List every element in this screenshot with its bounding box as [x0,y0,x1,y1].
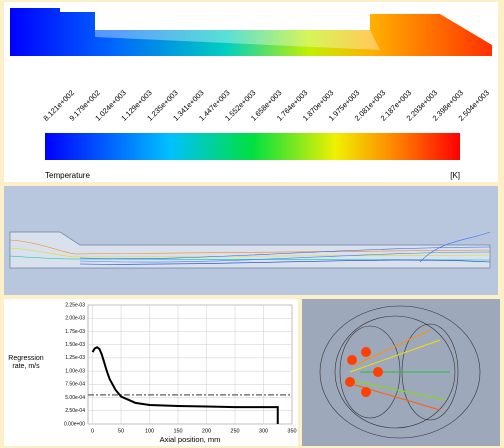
y-tick-label: 5.00e-04 [65,395,85,401]
x-tick-label: 150 [173,428,182,434]
x-tick-label: 50 [118,428,124,434]
streamline-panel [4,186,498,295]
y-tick-label: 1.00e-03 [65,368,85,374]
x-tick-label: 200 [202,428,211,434]
y-tick-label: 1.75e-03 [65,329,85,335]
x-tick-label: 250 [230,428,239,434]
x-axis-title: Axial position, mm [160,435,221,444]
x-tick-label: 0 [91,428,94,434]
y-tick-label: 1.25e-03 [65,355,85,361]
y-tick-label: 2.00e-03 [65,316,85,322]
y-tick-label: 2.50e-04 [65,408,85,414]
colorbar-unit: [K] [450,171,460,180]
y-tick-label: 1.50e-03 [65,342,85,348]
y-tick-label: 7.50e-04 [65,382,85,388]
page: {"colorbar": {"labels": ["8.121e+002", "… [0,0,504,448]
y-axis-title: Regression rate, m/s [4,355,48,371]
figure: Temperature [K] 8.121e+0029.179e+0021.02… [0,0,504,448]
colorbar [45,133,460,160]
y-tick-label: 0.00e+00 [64,421,85,427]
x-tick-label: 300 [259,428,268,434]
colorbar-title: Temperature [45,171,90,180]
x-tick-label: 100 [145,428,154,434]
y-tick-label: 2.25e-03 [65,302,85,308]
x-tick-label: 350 [287,428,296,434]
